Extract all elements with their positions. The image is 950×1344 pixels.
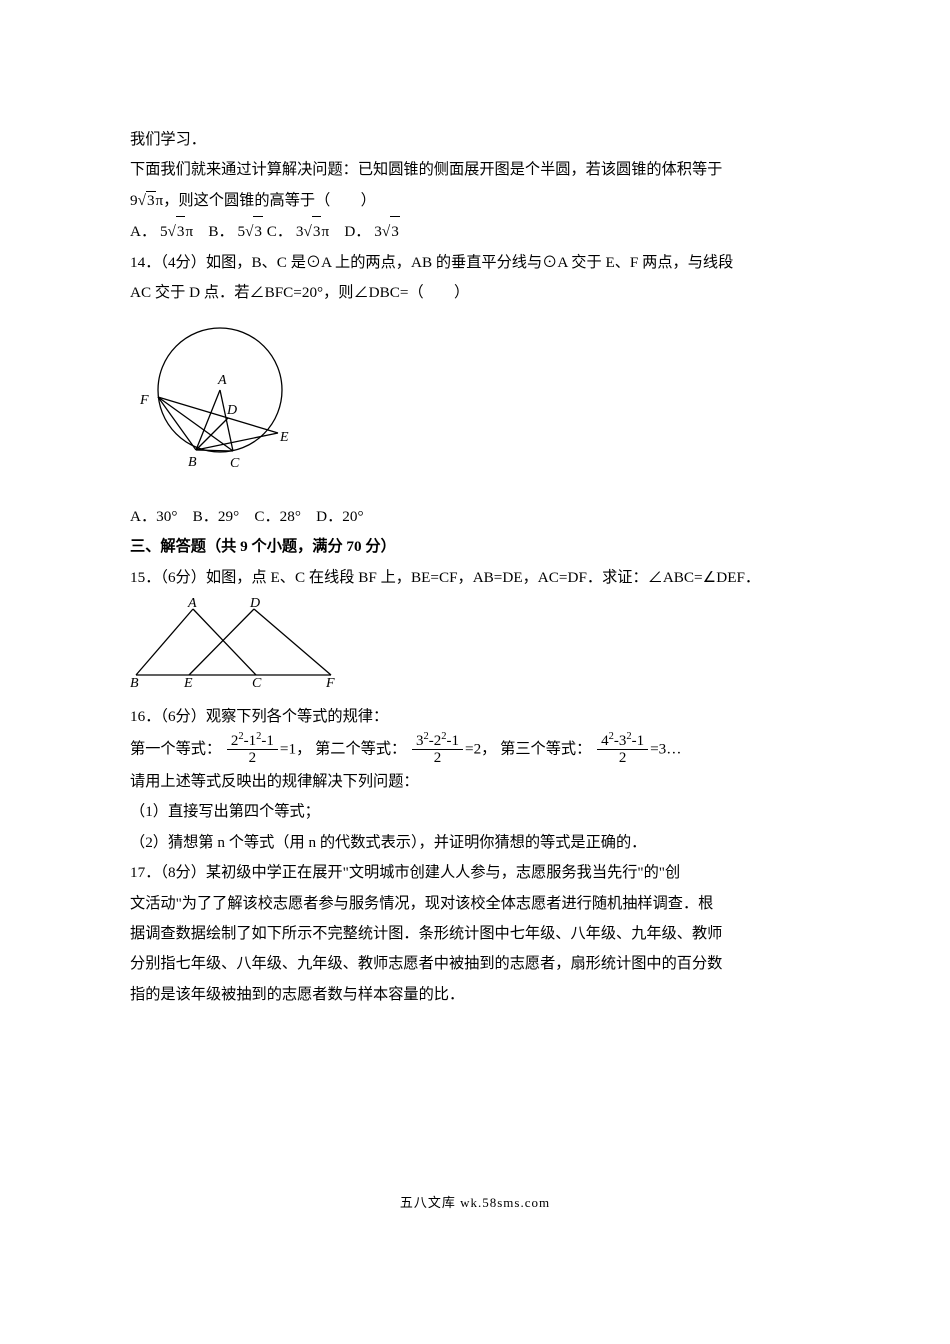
q17-line4: 分别指七年级、八年级、九年级、教师志愿者中被抽到的志愿者，扇形统计图中的百分数	[130, 949, 820, 979]
coef-b: 5	[237, 217, 245, 247]
svg-text:D: D	[249, 597, 260, 611]
eq1-prefix: 第一个等式：	[130, 740, 221, 757]
sqrt-a: √3	[168, 216, 186, 247]
paragraph-intro-2b: 9√3π，则这个圆锥的高等于（ ）	[130, 186, 820, 216]
svg-text:A: A	[187, 597, 197, 611]
f3-num: 42-32-1	[601, 733, 644, 749]
figure-circle: A F D E B C	[130, 314, 820, 495]
circle-diagram-svg: A F D E B C	[130, 314, 305, 484]
paragraph-intro-1: 我们学习．	[130, 125, 820, 155]
section-3-title: 三、解答题（共 9 个小题，满分 70 分）	[130, 532, 820, 562]
label-c: C．	[267, 217, 292, 247]
svg-text:A: A	[217, 373, 227, 388]
coef-d: 3	[374, 217, 382, 247]
choice-b: B． 5√3	[208, 216, 263, 247]
label-a: A．	[130, 217, 156, 247]
svg-text:D: D	[226, 403, 237, 418]
fraction-1: 22-12-1 2	[227, 733, 278, 767]
q17-line1: 17．（8分）某初级中学正在展开"文明城市创建人人参与，志愿服务我当先行"的"创	[130, 858, 820, 888]
svg-text:F: F	[325, 676, 335, 687]
coef-9: 9	[130, 192, 138, 209]
q16-line4: （1）直接写出第四个等式；	[130, 797, 820, 827]
pi-c: π	[321, 217, 329, 247]
q13-choices: A． 5√3π B． 5√3 C． 3√3π D． 3√3	[130, 216, 820, 247]
fraction-2: 32-22-1 2	[412, 733, 463, 767]
eq3-prefix: 第三个等式：	[500, 740, 591, 757]
fraction-3: 42-32-1 2	[597, 733, 648, 767]
q17-line2: 文活动"为了了解该校志愿者参与服务情况，现对该校全体志愿者进行随机抽样调查．根	[130, 889, 820, 919]
q16-line3: 请用上述等式反映出的规律解决下列问题：	[130, 767, 820, 797]
q16-line1: 16．（6分）观察下列各个等式的规律：	[130, 702, 820, 732]
figure-triangles: A D B E C F	[126, 597, 820, 698]
pi-a: π	[185, 217, 193, 247]
q16-equations: 第一个等式： 22-12-1 2 =1， 第二个等式： 32-22-1 2 =2…	[130, 733, 820, 767]
label-b: B．	[208, 217, 233, 247]
sqrt-b: √3	[245, 216, 263, 247]
q14-line2: AC 交于 D 点．若∠BFC=20°，则∠DBC=（ ）	[130, 278, 820, 308]
f1-num: 22-12-1	[231, 733, 274, 749]
q15-text: 15．（6分）如图，点 E、C 在线段 BF 上，BE=CF，AB=DE，AC=…	[130, 563, 820, 593]
eq1-result: =1，	[280, 740, 311, 757]
eq2-result: =2，	[465, 740, 496, 757]
eq2-prefix: 第二个等式：	[315, 740, 406, 757]
text-tail: π，则这个圆锥的高等于（ ）	[156, 192, 376, 209]
f2-num: 32-22-1	[416, 733, 459, 749]
f2-den: 2	[412, 750, 463, 767]
svg-text:C: C	[252, 676, 262, 687]
svg-text:E: E	[183, 676, 193, 687]
q16-line5: （2）猜想第 n 个等式（用 n 的代数式表示），并证明你猜想的等式是正确的．	[130, 828, 820, 858]
paragraph-intro-2a: 下面我们就来通过计算解决问题：已知圆锥的侧面展开图是个半圆，若该圆锥的体积等于	[130, 155, 820, 185]
svg-text:F: F	[139, 393, 149, 408]
choice-a: A． 5√3π	[130, 216, 193, 247]
f3-den: 2	[597, 750, 648, 767]
coef-a: 5	[160, 217, 168, 247]
sqrt-3: √3	[138, 186, 156, 216]
svg-text:B: B	[130, 676, 139, 687]
page-footer: 五八文库 wk.58sms.com	[130, 1190, 820, 1216]
sqrt-c: √3	[304, 216, 322, 247]
page-content: 我们学习． 下面我们就来通过计算解决问题：已知圆锥的侧面展开图是个半圆，若该圆锥…	[0, 0, 950, 1276]
coef-c: 3	[296, 217, 304, 247]
label-d: D．	[344, 217, 370, 247]
q14-choices: A．30° B．29° C．28° D．20°	[130, 502, 820, 532]
q17-line5: 指的是该年级被抽到的志愿者数与样本容量的比．	[130, 980, 820, 1010]
choice-d: D． 3√3	[344, 216, 399, 247]
eq3-result: =3…	[650, 740, 681, 757]
svg-text:B: B	[188, 455, 197, 470]
q17-line3: 据调查数据绘制了如下所示不完整统计图．条形统计图中七年级、八年级、九年级、教师	[130, 919, 820, 949]
q14-line1: 14．（4分）如图，B、C 是⊙A 上的两点，AB 的垂直平分线与⊙A 交于 E…	[130, 248, 820, 278]
choice-c: C． 3√3π	[267, 216, 329, 247]
svg-text:E: E	[279, 430, 289, 445]
svg-text:C: C	[230, 456, 240, 471]
sqrt-d: √3	[382, 216, 400, 247]
triangle-diagram-svg: A D B E C F	[126, 597, 346, 687]
f1-den: 2	[227, 750, 278, 767]
